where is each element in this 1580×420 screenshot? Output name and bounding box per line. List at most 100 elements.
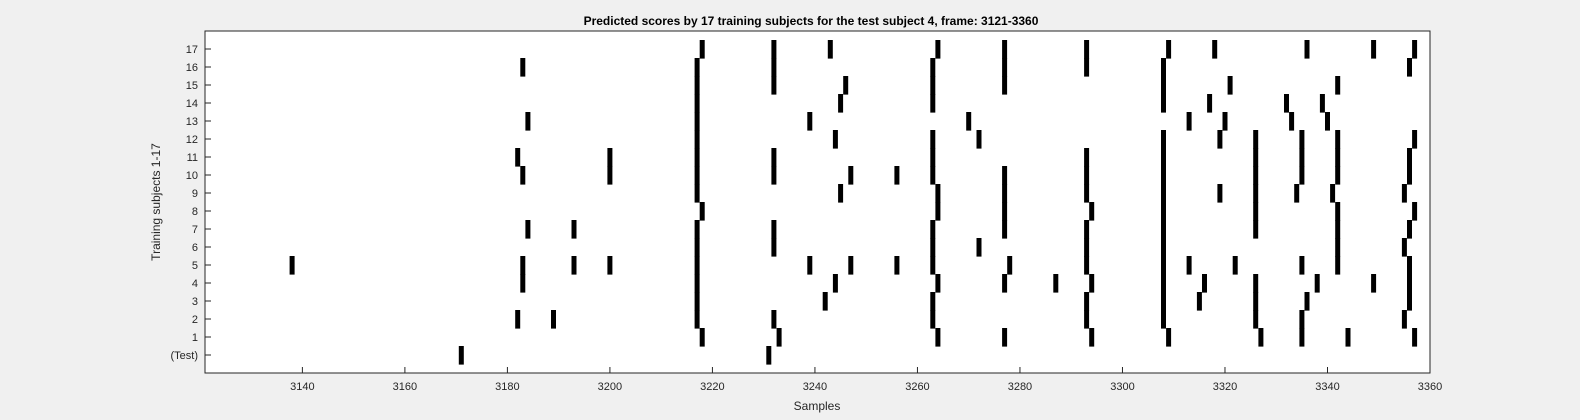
event-mark <box>822 292 828 311</box>
event-mark <box>930 58 936 77</box>
event-mark <box>1002 184 1008 203</box>
event-mark <box>1002 202 1008 221</box>
event-mark <box>1345 328 1351 347</box>
x-tick-label: 3300 <box>1110 381 1134 393</box>
event-mark <box>520 166 526 185</box>
event-mark <box>1227 76 1233 95</box>
event-mark <box>1253 184 1259 203</box>
event-mark <box>771 58 777 77</box>
event-mark <box>1161 238 1166 257</box>
event-mark <box>894 166 900 185</box>
event-mark <box>930 94 936 113</box>
x-tick-label: 3240 <box>803 381 827 393</box>
event-mark <box>694 274 700 293</box>
y-tick-label: 3 <box>192 296 198 308</box>
x-tick-label: 3320 <box>1213 381 1237 393</box>
event-mark <box>571 220 577 239</box>
event-mark <box>807 112 813 131</box>
event-mark <box>930 310 936 329</box>
event-mark <box>1161 166 1166 185</box>
event-mark <box>694 130 700 149</box>
event-mark <box>1212 40 1218 59</box>
event-mark <box>1002 58 1008 77</box>
x-tick-label: 3180 <box>495 381 519 393</box>
event-mark <box>607 148 613 167</box>
event-mark <box>1217 184 1223 203</box>
event-mark <box>694 148 700 167</box>
x-tick-label: 3140 <box>290 381 314 393</box>
x-tick-label: 3220 <box>700 381 724 393</box>
event-mark <box>1002 76 1008 95</box>
y-tick-label: 6 <box>192 242 198 254</box>
event-mark <box>1232 256 1238 275</box>
event-mark <box>1253 166 1259 185</box>
y-tick-label: 4 <box>192 278 198 290</box>
event-mark <box>1084 292 1090 311</box>
event-mark <box>930 76 936 95</box>
event-mark <box>935 328 941 347</box>
event-mark <box>930 166 936 185</box>
event-mark <box>1335 256 1341 275</box>
event-mark <box>694 292 700 311</box>
event-mark <box>827 40 833 59</box>
event-mark <box>1412 40 1418 59</box>
event-mark <box>766 346 772 365</box>
event-mark <box>1007 256 1013 275</box>
event-mark <box>1325 112 1330 131</box>
event-mark <box>520 58 526 77</box>
event-mark <box>1207 94 1213 113</box>
event-mark <box>1371 40 1377 59</box>
x-axis-ticks: 3140 3160 3180 3200 3220 3240 3260 3280 3300 3320… <box>290 367 1442 393</box>
event-mark <box>771 238 777 257</box>
event-mark <box>1253 274 1259 293</box>
x-tick-label: 3340 <box>1315 381 1339 393</box>
event-mark <box>1166 328 1172 347</box>
event-mark <box>694 166 700 185</box>
event-mark <box>1253 310 1259 329</box>
event-mark <box>1407 148 1412 167</box>
event-mark <box>1314 274 1320 293</box>
event-mark <box>694 238 700 257</box>
event-marks <box>289 40 1418 365</box>
event-mark <box>1401 238 1407 257</box>
event-mark <box>1186 112 1192 131</box>
event-mark <box>1335 166 1341 185</box>
event-mark <box>1186 256 1192 275</box>
event-mark <box>515 310 521 329</box>
event-mark <box>1217 130 1223 149</box>
event-mark <box>935 274 941 293</box>
event-mark <box>1330 184 1336 203</box>
event-mark <box>935 202 941 221</box>
plot-area <box>205 31 1430 373</box>
event-mark <box>1284 94 1289 113</box>
event-mark <box>1407 292 1412 311</box>
event-mark <box>930 220 936 239</box>
event-mark <box>1084 220 1090 239</box>
event-mark <box>607 256 613 275</box>
event-mark <box>1002 274 1008 293</box>
event-mark <box>1161 256 1166 275</box>
event-mark <box>1335 76 1341 95</box>
event-mark <box>694 184 700 203</box>
y-tick-label: 13 <box>186 116 198 128</box>
event-mark <box>1253 148 1259 167</box>
event-mark <box>807 256 813 275</box>
x-tick-label: 3260 <box>905 381 929 393</box>
x-axis-label: Samples <box>794 399 841 413</box>
event-mark <box>1335 238 1341 257</box>
event-mark <box>1299 256 1305 275</box>
event-mark <box>694 220 700 239</box>
event-mark <box>935 40 941 59</box>
y-tick-label: 8 <box>192 206 198 218</box>
event-mark <box>1161 184 1166 203</box>
x-tick-label: 3360 <box>1418 381 1442 393</box>
event-mark <box>976 238 982 257</box>
event-mark <box>1299 130 1305 149</box>
event-mark <box>1161 130 1166 149</box>
event-mark <box>551 310 556 329</box>
y-tick-label: 17 <box>186 44 198 56</box>
event-mark <box>1401 184 1407 203</box>
event-mark <box>894 256 900 275</box>
event-mark <box>1084 148 1090 167</box>
